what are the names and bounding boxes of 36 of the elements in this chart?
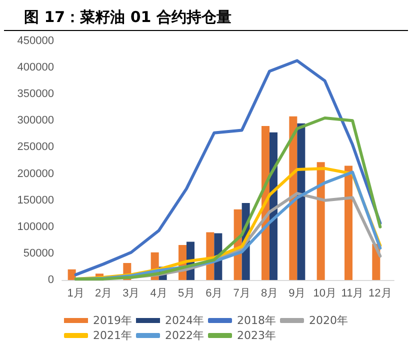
legend-label: 2018年 <box>237 314 276 327</box>
x-tick-label: 8月 <box>260 288 278 300</box>
line-series <box>74 116 382 280</box>
legend-label: 2021年 <box>93 329 132 342</box>
y-tick-label: 100000 <box>17 220 54 233</box>
bar <box>297 123 306 280</box>
legend-label: 2022年 <box>165 329 204 342</box>
x-tick-label: 5月 <box>178 288 196 300</box>
x-tick-label: 9月 <box>288 288 306 300</box>
x-tick-label: 3月 <box>122 288 140 300</box>
y-tick-label: 50000 <box>23 247 54 260</box>
x-tick-label: 11月 <box>341 288 364 300</box>
chart-title: 图 17：菜籽油 01 合约持仓量 <box>4 0 408 31</box>
bar <box>316 162 325 280</box>
x-tick-label: 10月 <box>313 288 336 300</box>
x-tick-label: 12月 <box>368 288 392 300</box>
x-tick-label: 7月 <box>233 288 250 300</box>
bar <box>68 269 76 280</box>
y-tick-label: 0 <box>48 274 54 286</box>
legend-label: 2020年 <box>308 314 348 327</box>
x-tick-label: 4月 <box>150 288 168 300</box>
legend-label: 2023年 <box>237 329 276 342</box>
x-tick-label: 2月 <box>94 288 112 300</box>
y-tick-label: 450000 <box>17 35 54 47</box>
y-tick-label: 300000 <box>17 114 54 127</box>
y-tick-label: 400000 <box>17 62 54 74</box>
x-tick-label: 1月 <box>67 288 84 300</box>
bar <box>344 166 352 280</box>
legend-label: 2024年 <box>165 314 204 327</box>
x-tick-label: 6月 <box>206 288 223 300</box>
line-series <box>74 59 382 276</box>
y-tick-label: 150000 <box>17 194 54 206</box>
y-tick-label: 350000 <box>17 88 54 100</box>
legend-label: 2019年 <box>93 314 132 327</box>
y-tick-label: 200000 <box>17 168 54 180</box>
y-tick-label: 250000 <box>17 141 54 154</box>
